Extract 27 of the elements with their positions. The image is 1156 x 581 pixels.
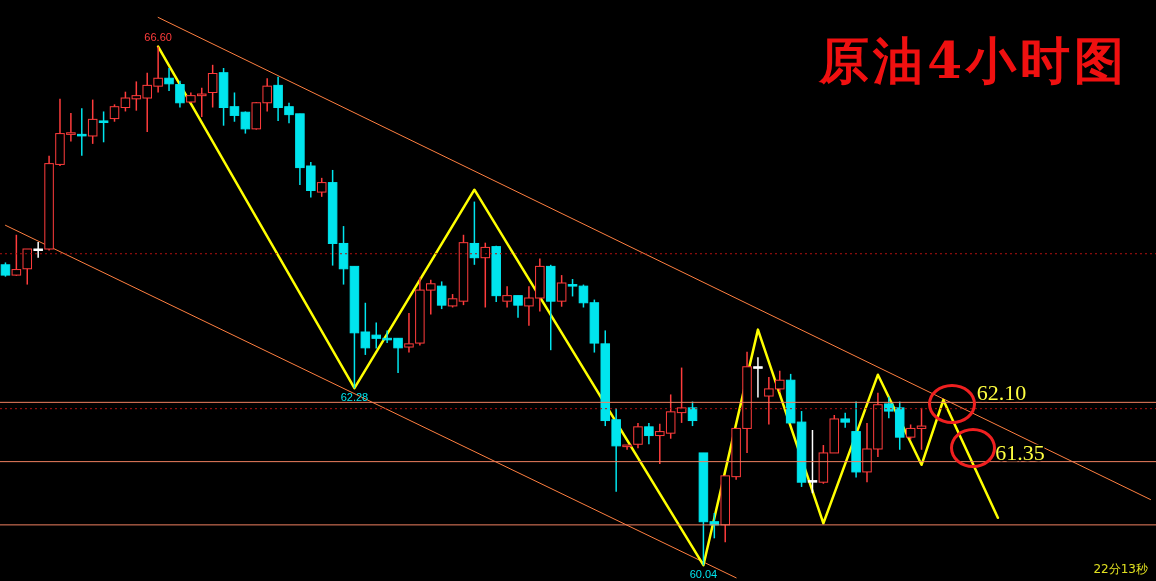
candlestick — [316, 177, 327, 198]
candlestick — [87, 98, 98, 145]
candlestick — [807, 429, 818, 495]
annotation: 22分13秒 — [1093, 561, 1148, 578]
annotation: 60.04 — [689, 568, 718, 581]
candlestick — [644, 422, 654, 445]
candlestick — [469, 200, 480, 266]
candlestick — [175, 79, 185, 109]
text: 原油4小时图 — [819, 30, 1128, 92]
candlestick — [11, 234, 22, 277]
candlestick — [207, 64, 218, 109]
candlestick — [164, 67, 174, 92]
ref-line-label: 62.10 — [976, 380, 1027, 406]
candlestick — [98, 110, 109, 144]
annotation: 66.60 — [144, 30, 172, 43]
annotation: 62.28 — [340, 391, 369, 404]
candlestick — [687, 400, 698, 427]
candlestick — [513, 294, 523, 319]
ref-line-label: 61.35 — [995, 439, 1045, 465]
candlestick — [436, 280, 447, 310]
candlestick — [480, 241, 491, 309]
candlestick — [22, 248, 33, 286]
candlestick — [33, 241, 43, 259]
candlestick — [502, 285, 512, 309]
candlestick — [556, 274, 567, 308]
candlestick — [77, 107, 87, 157]
candlestick — [753, 356, 763, 399]
